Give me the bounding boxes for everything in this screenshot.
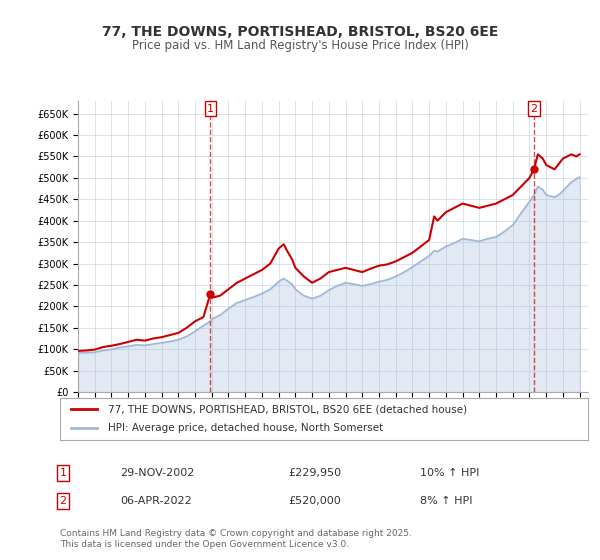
- Point: [206, 289, 215, 298]
- Text: 2: 2: [59, 496, 67, 506]
- Text: 10% ↑ HPI: 10% ↑ HPI: [420, 468, 479, 478]
- Text: £229,950: £229,950: [288, 468, 341, 478]
- Text: HPI: Average price, detached house, North Somerset: HPI: Average price, detached house, Nort…: [107, 423, 383, 433]
- Text: 77, THE DOWNS, PORTISHEAD, BRISTOL, BS20 6EE (detached house): 77, THE DOWNS, PORTISHEAD, BRISTOL, BS20…: [107, 404, 467, 414]
- Text: 77, THE DOWNS, PORTISHEAD, BRISTOL, BS20 6EE: 77, THE DOWNS, PORTISHEAD, BRISTOL, BS20…: [102, 25, 498, 39]
- Text: £520,000: £520,000: [288, 496, 341, 506]
- Point: [529, 165, 539, 174]
- Text: 8% ↑ HPI: 8% ↑ HPI: [420, 496, 473, 506]
- Text: 1: 1: [207, 104, 214, 114]
- Text: 06-APR-2022: 06-APR-2022: [120, 496, 192, 506]
- Text: 29-NOV-2002: 29-NOV-2002: [120, 468, 194, 478]
- Text: Price paid vs. HM Land Registry's House Price Index (HPI): Price paid vs. HM Land Registry's House …: [131, 39, 469, 52]
- Text: 1: 1: [59, 468, 67, 478]
- Text: Contains HM Land Registry data © Crown copyright and database right 2025.
This d: Contains HM Land Registry data © Crown c…: [60, 529, 412, 549]
- Text: 2: 2: [530, 104, 538, 114]
